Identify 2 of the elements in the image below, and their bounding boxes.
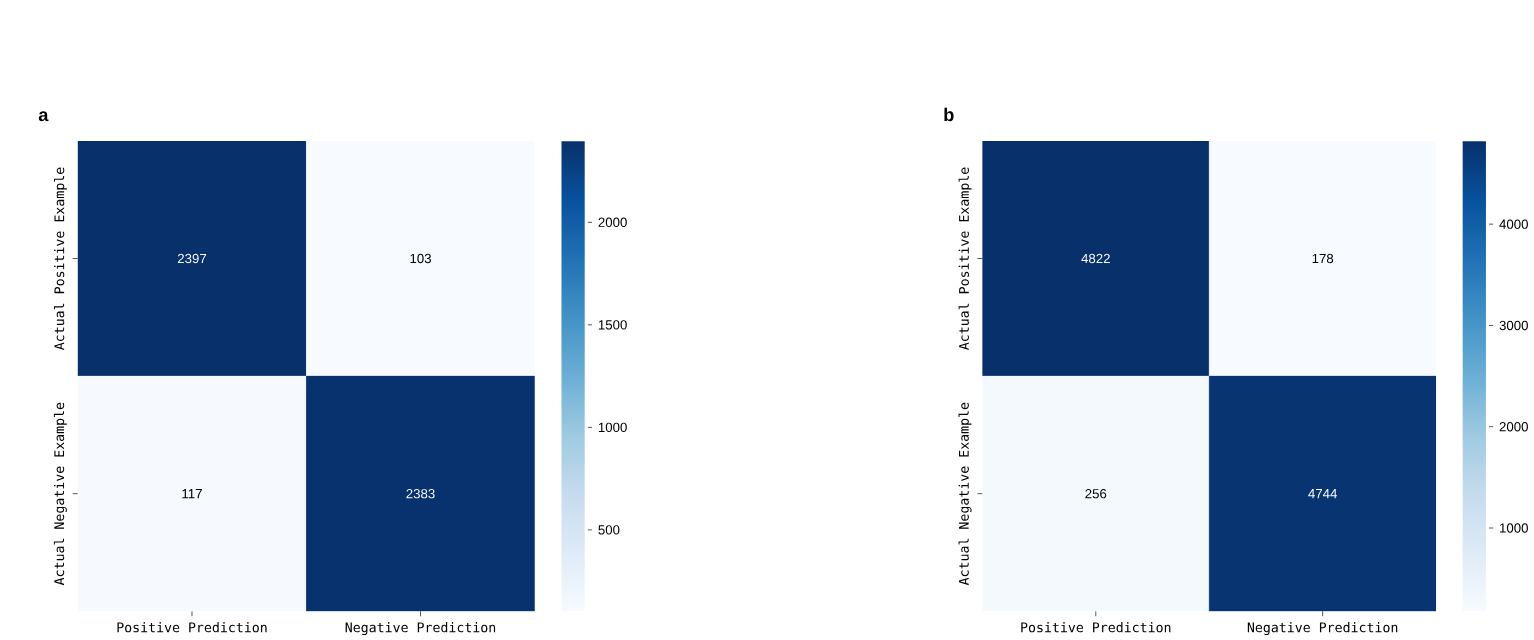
chart-title: a [38,111,49,121]
chart-title: b [944,107,954,121]
